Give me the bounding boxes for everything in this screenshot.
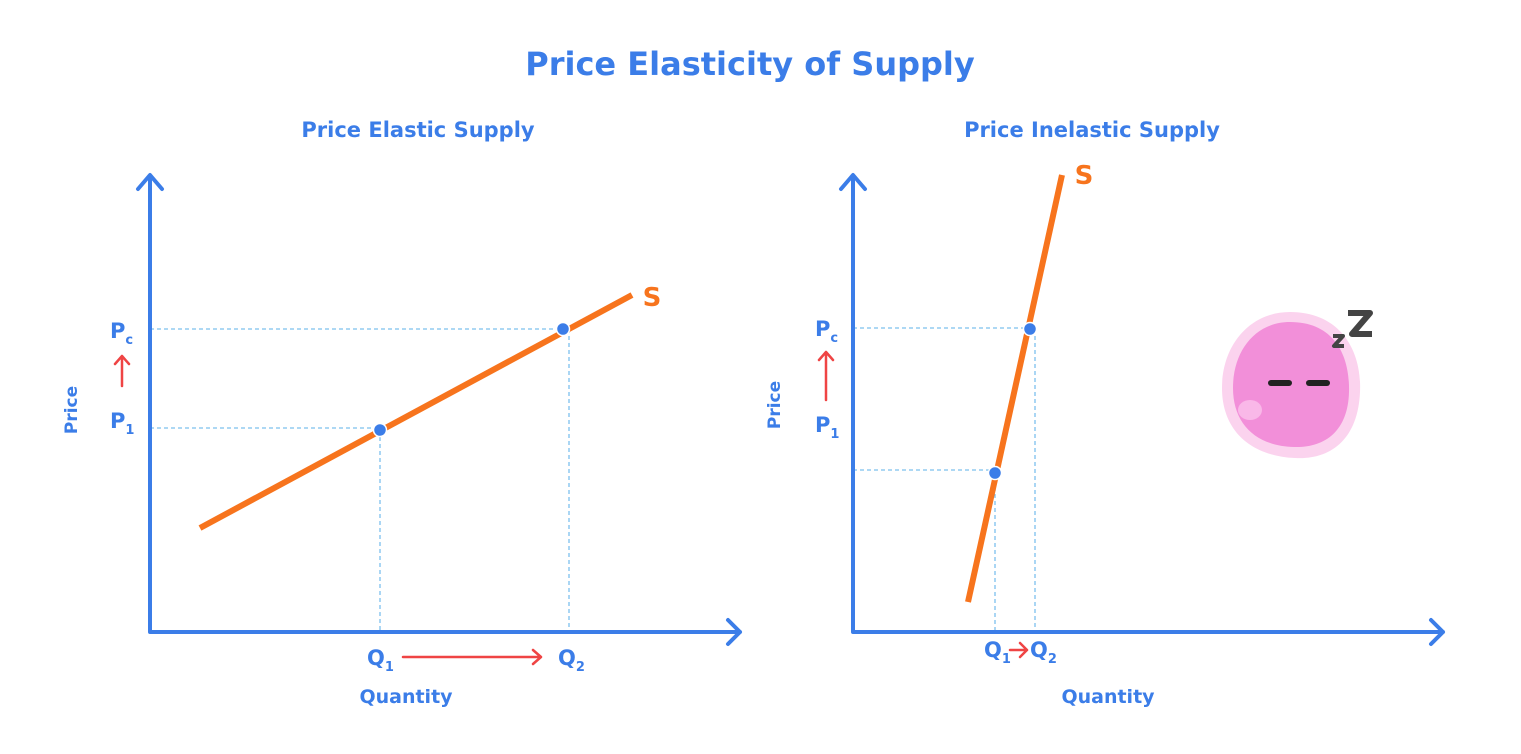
label-sub: 1 xyxy=(385,660,394,675)
title: Price Elasticity of Supply xyxy=(525,45,975,83)
label-sub: 1 xyxy=(830,427,839,442)
panel-title: Price Inelastic Supply xyxy=(964,118,1220,142)
price-label: Pc xyxy=(815,317,838,346)
label-main: P xyxy=(110,319,125,343)
sleeping-mascot xyxy=(1222,310,1373,459)
point xyxy=(555,321,571,337)
label-main: Q xyxy=(367,646,385,670)
point xyxy=(987,465,1003,481)
quantity-label: Q1 xyxy=(367,646,394,675)
label-sub: c xyxy=(830,331,838,346)
label-main: P xyxy=(815,413,830,437)
quantity-label: Q1 xyxy=(984,638,1011,667)
curve-label: S xyxy=(1075,161,1094,191)
label-main: P xyxy=(815,317,830,341)
x-label: Quantity xyxy=(359,686,453,708)
price-label: P1 xyxy=(110,409,134,438)
point xyxy=(372,422,388,438)
price-label: Pc xyxy=(110,319,133,348)
label-sub: c xyxy=(125,333,133,348)
arrow xyxy=(1008,641,1029,659)
label-sub: 2 xyxy=(576,660,585,675)
label-sub: 1 xyxy=(125,423,134,438)
curve-label: S xyxy=(643,283,662,313)
arrow xyxy=(817,350,835,402)
panel-title: Price Elastic Supply xyxy=(301,118,534,142)
label-main: Q xyxy=(558,646,576,670)
arrow xyxy=(401,648,543,666)
label-main: Q xyxy=(984,638,1002,662)
label-main: Q xyxy=(1030,638,1048,662)
label-sub: 1 xyxy=(1002,652,1011,667)
label-main: P xyxy=(110,409,125,433)
supply-curve xyxy=(965,174,1065,603)
y-label: Price xyxy=(765,381,785,429)
point xyxy=(1022,321,1038,337)
panel-elastic: Price Elastic Supply S Price Quantity Pc… xyxy=(62,118,742,708)
panel-inelastic: Price Inelastic Supply S Price Quantity … xyxy=(765,118,1445,708)
quantity-label: Q2 xyxy=(558,646,585,675)
axes xyxy=(136,173,742,646)
arrow xyxy=(113,354,131,388)
y-label: Price xyxy=(62,386,82,434)
quantity-label: Q2 xyxy=(1030,638,1057,667)
x-label: Quantity xyxy=(1061,686,1155,708)
axes xyxy=(839,173,1445,646)
price-label: P1 xyxy=(815,413,839,442)
label-sub: 2 xyxy=(1048,652,1057,667)
